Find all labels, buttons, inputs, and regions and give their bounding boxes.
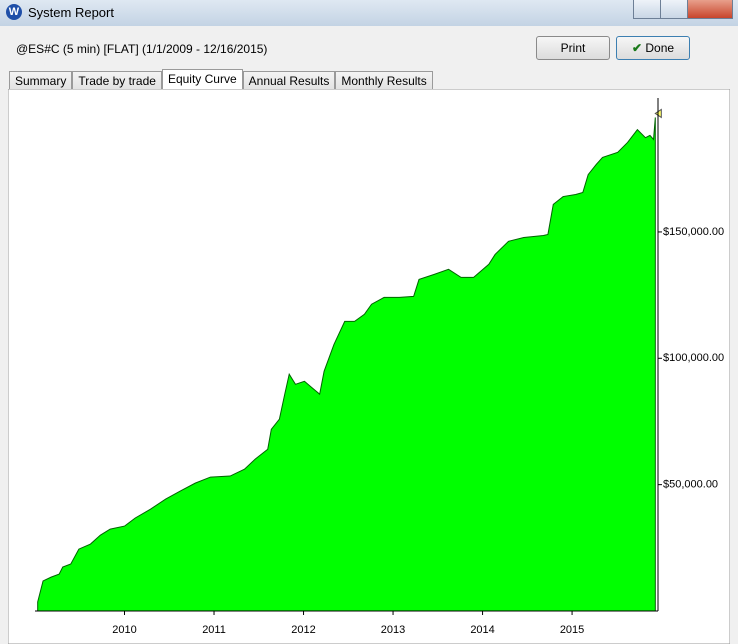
button-label: Done bbox=[645, 41, 675, 55]
button-label: Print bbox=[560, 41, 586, 55]
tab-strip: Summary Trade by trade Equity Curve Annu… bbox=[9, 69, 433, 90]
y-tick-label: $50,000.00 bbox=[663, 479, 718, 491]
x-tick-label: 2013 bbox=[381, 624, 405, 636]
x-tick-label: 2010 bbox=[112, 624, 136, 636]
x-tick-label: 2014 bbox=[470, 624, 494, 636]
x-tick-label: 2011 bbox=[202, 624, 226, 636]
tab[interactable]: Annual Results bbox=[242, 71, 336, 90]
window-title: System Report bbox=[28, 5, 114, 20]
close-button[interactable] bbox=[687, 0, 733, 19]
y-tick-label: $150,000.00 bbox=[663, 226, 724, 238]
tab[interactable]: Monthly Results bbox=[335, 71, 433, 90]
done-button[interactable]: ✔ Done bbox=[616, 36, 690, 60]
tab[interactable]: Trade by trade bbox=[72, 71, 162, 90]
y-tick-label: $100,000.00 bbox=[663, 352, 724, 364]
x-tick-label: 2012 bbox=[291, 624, 315, 636]
x-tick-label: 2015 bbox=[560, 624, 584, 636]
print-button[interactable]: Print bbox=[536, 36, 610, 60]
tab[interactable]: Equity Curve bbox=[161, 69, 243, 90]
minimize-button[interactable] bbox=[633, 0, 661, 19]
tab[interactable]: Summary bbox=[9, 71, 73, 90]
title-bar: W System Report bbox=[0, 0, 738, 26]
chart: 2010 2011 2012 2013 2014 2015 $50,000.00 $100,0… bbox=[8, 89, 730, 644]
maximize-button[interactable] bbox=[660, 0, 688, 19]
report-info: @ES#C (5 min) [FLAT] (1/1/2009 - 12/16/2… bbox=[16, 42, 268, 56]
app-icon: W bbox=[6, 4, 22, 20]
equity-area bbox=[37, 117, 656, 612]
